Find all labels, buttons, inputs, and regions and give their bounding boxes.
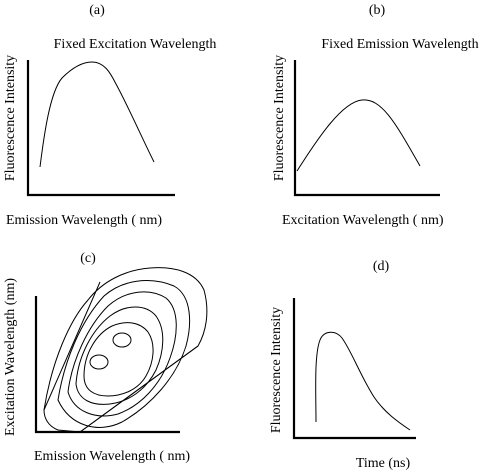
- panel-a-tag: (a): [89, 3, 105, 18]
- panel-a-emission-curve: [39, 61, 155, 168]
- panel-c-xlabel: Emission Wavelength ( nm): [34, 449, 190, 464]
- contour-line: [43, 267, 208, 433]
- panel-b-ylabel: Fluorescence Intensity: [272, 55, 287, 181]
- panel-c-ylabel: Excitation Wavelength (nm): [3, 278, 18, 436]
- panel-a-xlabel: Emission Wavelength ( nm): [6, 213, 162, 228]
- panel-c-tag: (c): [80, 251, 96, 266]
- contour-line: [75, 306, 164, 405]
- panel-a: (a) Fixed Excitation Wavelength Fluoresc…: [3, 3, 216, 228]
- panel-a-axes: [26, 60, 175, 197]
- panel-d-axes: [292, 298, 416, 440]
- panel-d-tag: (d): [373, 259, 390, 274]
- panel-c-diagonal-bound: [43, 281, 101, 411]
- panel-b-title: Fixed Emission Wavelength: [321, 37, 478, 52]
- panel-c: (c) Excitation Wavelength (nm) Emission …: [3, 251, 208, 464]
- contour-peak: [112, 332, 132, 348]
- panel-b-tag: (b): [369, 3, 386, 18]
- panel-b: (b) Fixed Emission Wavelength Fluorescen…: [272, 3, 479, 228]
- panel-d-decay-curve: [315, 331, 411, 431]
- panel-c-axes: [34, 296, 180, 434]
- panel-c-contours: [43, 267, 208, 433]
- contour-peak: [89, 354, 109, 370]
- contour-line: [67, 291, 177, 417]
- panel-a-title: Fixed Excitation Wavelength: [54, 37, 217, 52]
- panel-b-xlabel: Excitation Wavelength ( nm): [282, 213, 444, 228]
- panel-d-ylabel: Fluorescence Intensity: [269, 307, 284, 433]
- panel-c-diagonal-bound: [79, 345, 199, 433]
- contour-line: [57, 280, 191, 428]
- panel-b-excitation-curve: [296, 99, 421, 172]
- panel-d: (d) Fluorescence Intensity Time (ns): [269, 259, 416, 471]
- panel-b-axes: [293, 60, 440, 197]
- contour-line: [83, 322, 154, 397]
- panel-d-xlabel: Time (ns): [356, 456, 411, 471]
- panel-a-ylabel: Fluorescence Intensity: [3, 55, 18, 181]
